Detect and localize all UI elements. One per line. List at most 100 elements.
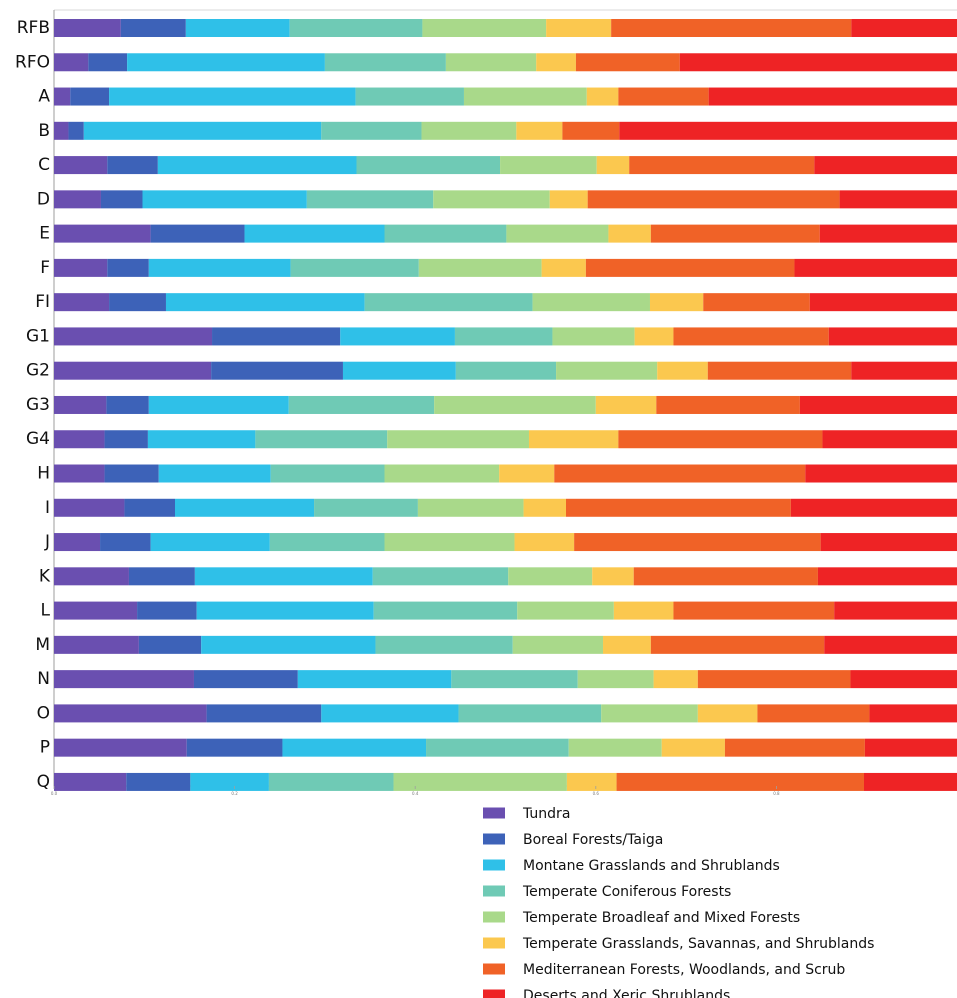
bar-segment	[463, 87, 587, 106]
bar-segment	[679, 53, 957, 72]
bar-segment	[54, 327, 213, 346]
bar-segment	[577, 670, 654, 689]
x-tick-label: 0.8	[773, 791, 780, 796]
legend-label: Temperate Grasslands, Savannas, and Shru…	[522, 936, 874, 952]
bar-segment	[869, 704, 957, 723]
bar-segment	[100, 533, 151, 552]
bar-segment	[206, 704, 322, 723]
bar-segment	[54, 395, 107, 414]
legend-label: Mediterranean Forests, Woodlands, and Sc…	[523, 962, 845, 978]
legend-swatch	[483, 911, 505, 923]
bar-segment	[863, 772, 957, 791]
legend-swatch	[483, 989, 505, 998]
bar-segment	[375, 635, 513, 654]
bar-segment	[445, 53, 537, 72]
bar-segment	[794, 258, 957, 277]
bar-segment	[568, 738, 662, 757]
bar-segment	[54, 224, 151, 243]
bar-segment	[282, 738, 427, 757]
bar-segment	[707, 361, 852, 380]
bar-segment	[150, 224, 245, 243]
category-label: G1	[26, 326, 50, 346]
legend-swatch	[483, 963, 505, 975]
bar-segment	[586, 87, 619, 106]
legend-label: Temperate Broadleaf and Mixed Forests	[522, 910, 800, 926]
category-label: D	[37, 189, 50, 209]
bar-segment	[864, 738, 957, 757]
category-label: G2	[26, 361, 50, 381]
bar-segment	[422, 19, 547, 37]
bar-segment	[566, 772, 617, 791]
legend: Tundra Boreal Forests/Taiga Montane Grassl…	[483, 806, 874, 998]
bar-segment	[54, 156, 108, 175]
bar-segment	[566, 498, 791, 517]
legend-label: Boreal Forests/Taiga	[523, 832, 663, 848]
legend-label: Deserts and Xeric Shrublands	[523, 988, 730, 998]
bar-segment	[212, 327, 341, 346]
bar-segment	[150, 533, 270, 552]
bar-segment	[364, 293, 533, 312]
bar-segment	[314, 498, 418, 517]
category-label: O	[37, 703, 50, 723]
bar-segment	[458, 704, 602, 723]
bar-segment	[608, 224, 651, 243]
bar-segment	[196, 601, 374, 620]
bar-segment	[499, 464, 555, 483]
bar-segment	[147, 430, 256, 449]
bar-segment	[190, 772, 269, 791]
bar-segment	[321, 704, 459, 723]
bar-segment	[384, 464, 500, 483]
bar-segment	[541, 258, 586, 277]
bar-segment	[244, 224, 385, 243]
bar-segment	[185, 19, 290, 37]
x-tick-label: 0.0	[51, 791, 58, 796]
bar-segment	[546, 19, 612, 37]
category-label: FI	[35, 292, 50, 312]
category-label: E	[39, 224, 50, 244]
category-label: K	[39, 566, 51, 586]
bar-segment	[618, 87, 709, 106]
legend-swatch	[483, 833, 505, 845]
bar-segment	[455, 361, 557, 380]
bar-segment	[596, 156, 630, 175]
bar-segment	[255, 430, 388, 449]
bar-segment	[289, 19, 423, 37]
bar-segment	[516, 121, 563, 140]
category-label: J	[44, 532, 50, 552]
bar-segment	[629, 156, 815, 175]
bar-segment	[384, 224, 507, 243]
bar-segment	[201, 635, 376, 654]
bar-segment	[575, 53, 680, 72]
bar-segment	[556, 361, 658, 380]
bar-segment	[54, 670, 194, 689]
bar-segment	[790, 498, 957, 517]
category-label: RFO	[15, 52, 50, 72]
bar-segment	[799, 395, 957, 414]
bar-segment	[616, 772, 864, 791]
bar-segment	[528, 430, 619, 449]
bar-segment	[523, 498, 567, 517]
bar-segment	[54, 53, 89, 72]
bar-segment	[372, 567, 509, 586]
bar-segment	[817, 567, 957, 586]
bar-segment	[613, 601, 674, 620]
bar-segment	[193, 670, 298, 689]
bar-segment	[54, 19, 121, 37]
bar-segment	[649, 293, 704, 312]
bar-segment	[426, 738, 569, 757]
category-label: P	[40, 738, 50, 758]
category-label: M	[35, 635, 50, 655]
bar-segment	[673, 601, 835, 620]
bar-segment	[355, 87, 464, 106]
bar-segment	[417, 498, 524, 517]
bar-segment	[54, 704, 207, 723]
category-label: L	[41, 601, 51, 621]
bar-segment	[54, 464, 105, 483]
bar-segment	[107, 156, 158, 175]
bar-segment	[611, 19, 852, 37]
bar-segment	[517, 601, 614, 620]
category-label: H	[37, 464, 50, 484]
bar-segment	[138, 635, 202, 654]
bar-segment	[321, 121, 422, 140]
